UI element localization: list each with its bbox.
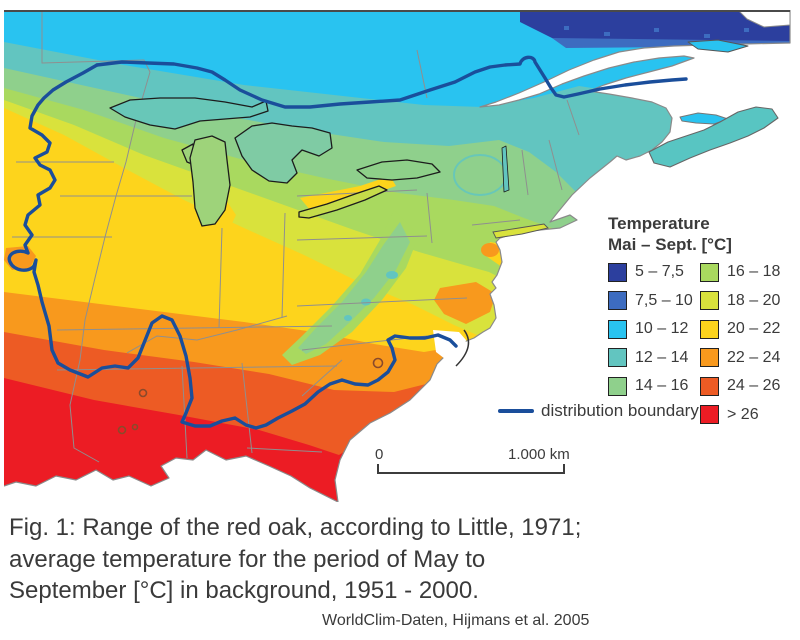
- legend-color-swatch: [608, 319, 627, 339]
- distribution-boundary-line: [7, 55, 688, 430]
- legend-color-swatch: [608, 348, 627, 368]
- scale-start-label: 0: [375, 446, 384, 463]
- data-attribution: WorldClim-Daten, Hijmans et al. 2005: [322, 612, 590, 629]
- long-island: [492, 223, 549, 239]
- caption-line-1: Fig. 1: Range of the red oak, according …: [9, 514, 582, 541]
- newfoundland-corner: [737, 10, 791, 28]
- legend-item: 14 – 16: [608, 372, 693, 401]
- legend-item: > 26: [700, 401, 780, 430]
- legend-subtitle-line: Mai – Sept. [°C]: [608, 235, 732, 254]
- outlier-stand-markers: [117, 357, 384, 435]
- lake-michigan: [189, 135, 231, 227]
- virginia-coastal-warm-patch: [434, 282, 496, 324]
- outer-banks: [455, 329, 470, 367]
- legend-item-label: 22 – 24: [727, 348, 781, 366]
- appalachian-cool-core: [298, 222, 410, 354]
- legend-title-line: Temperature: [608, 214, 710, 233]
- legend-item: 16 – 18: [700, 258, 780, 287]
- legend-item: 7,5 – 10: [608, 287, 693, 316]
- legend-color-swatch: [700, 348, 719, 368]
- lake-superior: [109, 97, 269, 130]
- legend-item-label: 16 – 18: [727, 263, 781, 281]
- legend-item: 12 – 14: [608, 344, 693, 373]
- legend-item-label: 7,5 – 10: [635, 291, 693, 309]
- legend-item: 22 – 24: [700, 344, 780, 373]
- caption-line-2: average temperature for the period of Ma…: [9, 545, 486, 573]
- legend-item-label: 12 – 14: [635, 348, 689, 366]
- legend-column-2: 16 – 18 18 – 20 20 – 22 22 – 24 24 – 26 > 26: [700, 258, 780, 429]
- great-lakes: [109, 97, 510, 227]
- legend-color-swatch: [608, 291, 627, 311]
- lake-huron: [234, 122, 333, 184]
- boundary-label: distribution boundary: [541, 401, 699, 420]
- legend-item-label: 20 – 22: [727, 320, 781, 338]
- legend-color-swatch: [700, 262, 719, 282]
- scale-bar: 0 1.000 km: [369, 446, 584, 474]
- islands: [648, 10, 791, 168]
- legend-item-label: 14 – 16: [635, 377, 689, 395]
- legend-item-label: 18 – 20: [727, 291, 781, 309]
- legend-column-1: 5 – 7,5 7,5 – 10 10 – 12 12 – 14 14 – 16: [608, 258, 693, 401]
- legend-item-label: 24 – 26: [727, 377, 781, 395]
- legend-item: 18 – 20: [700, 287, 780, 316]
- legend-item: 10 – 12: [608, 315, 693, 344]
- figure-caption: Fig. 1: Range of the red oak, according …: [9, 512, 581, 607]
- legend-title: Temperature Mai – Sept. [°C]: [608, 213, 732, 255]
- scale-bar-rule: [377, 464, 565, 474]
- legend-distribution-boundary: distribution boundary: [498, 400, 699, 422]
- nova-scotia: [648, 106, 779, 168]
- coastline: [4, 10, 791, 502]
- legend-color-swatch: [608, 262, 627, 282]
- legend-item: 5 – 7,5: [608, 258, 693, 287]
- lake-erie: [298, 185, 388, 219]
- legend-item-label: 10 – 12: [635, 320, 689, 338]
- legend-color-swatch: [700, 376, 719, 396]
- legend-color-swatch: [700, 319, 719, 339]
- lake-ontario: [356, 159, 441, 181]
- anticosti-island: [687, 39, 749, 53]
- boundary-line-swatch: [498, 409, 534, 413]
- scale-end-label: 1.000 km: [508, 446, 570, 463]
- legend-item-label: > 26: [727, 405, 759, 423]
- legend-item: 20 – 22: [700, 315, 780, 344]
- legend-color-swatch: [700, 405, 719, 425]
- map-canvas: [4, 10, 791, 502]
- nyc-warm-patch: [481, 243, 499, 257]
- legend-color-swatch: [608, 376, 627, 396]
- lake-champlain: [501, 145, 510, 193]
- legend-item-label: 5 – 7,5: [635, 263, 684, 281]
- map: Temperature Mai – Sept. [°C] 5 – 7,5 7,5 …: [4, 10, 791, 502]
- legend-color-swatch: [700, 291, 719, 311]
- legend-item: 24 – 26: [700, 372, 780, 401]
- caption-line-3: September [°C] in background, 1951 - 200…: [9, 577, 479, 604]
